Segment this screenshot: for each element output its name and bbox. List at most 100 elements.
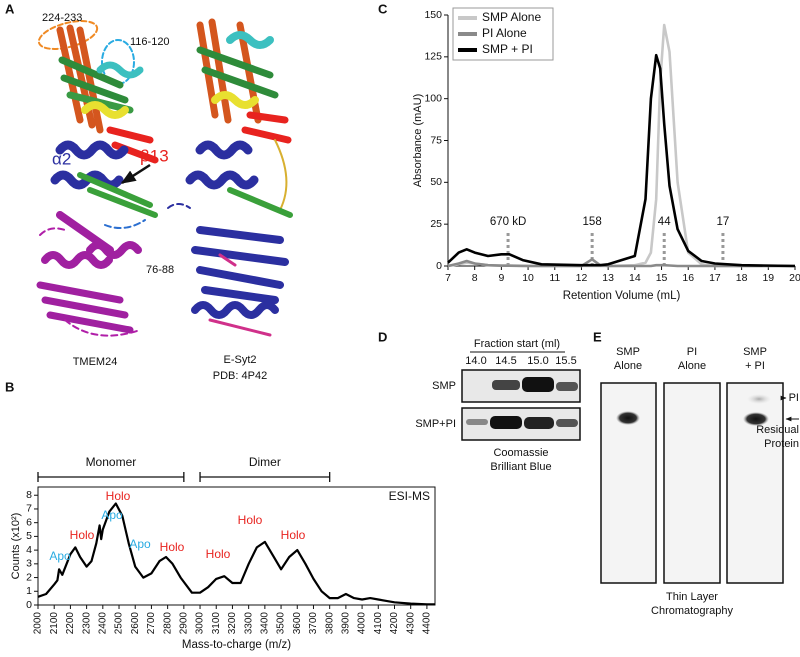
y-tick-label: 25	[430, 218, 442, 230]
gel	[461, 369, 581, 441]
size-marker-label: 670 kD	[490, 216, 526, 228]
loop-label: 76-88	[146, 264, 174, 276]
x-tick-label: 4400	[422, 612, 433, 635]
peak-label: Apo	[101, 508, 123, 522]
panel-label: C	[378, 1, 388, 16]
row-label: SMP	[432, 380, 456, 392]
beta13-arrow	[120, 163, 151, 185]
lane-label: SMP	[616, 346, 640, 358]
column-label: 15.5	[555, 355, 576, 367]
series-line	[447, 23, 795, 268]
x-tick-label: 3100	[211, 612, 222, 635]
x-tick-label: 2800	[162, 612, 173, 635]
x-tick-label: 4300	[405, 612, 416, 635]
annotation: ESI-MS	[389, 489, 430, 503]
x-tick-label: 7	[445, 272, 451, 284]
x-tick-label: 3400	[259, 612, 270, 635]
structure-name: TMEM24	[73, 356, 118, 368]
y-tick-label: 50	[430, 176, 442, 188]
panel-label: A	[5, 1, 15, 16]
chart: 2000 2100 2200 2300 2400 2500 2600 2700 2800 2900…	[10, 455, 436, 651]
lane-label: PI	[687, 346, 697, 358]
x-tick-label: 3200	[227, 612, 238, 635]
lane-label: Alone	[614, 360, 642, 372]
x-tick-label: 2200	[65, 612, 76, 635]
x-tick-label: 14	[629, 272, 641, 284]
series-line	[37, 502, 435, 606]
lane-label: Alone	[678, 360, 706, 372]
y-tick-label: 0	[436, 260, 442, 272]
x-tick-label: 9	[498, 272, 504, 284]
plot-frame	[37, 486, 436, 606]
x-tick-label: 12	[576, 272, 588, 284]
size-marker-label: 44	[658, 216, 671, 228]
y-axis-label: Absorbance (mAU)	[412, 94, 424, 188]
tlc-caption: Thin Layer	[666, 591, 718, 603]
legend-label: PI Alone	[482, 26, 527, 40]
x-tick-label: 2600	[130, 612, 141, 635]
tlc-plate	[600, 382, 784, 584]
spot-label: PI	[789, 392, 799, 404]
helix-label: α2	[52, 149, 71, 168]
x-tick-label: 18	[736, 272, 748, 284]
strand-label: β13	[140, 146, 169, 165]
peak-label: Apo	[49, 549, 71, 563]
x-tick-label: 2300	[81, 612, 92, 635]
legend-label: SMP Alone	[482, 10, 541, 24]
peak-label: Holo	[160, 540, 185, 554]
series-line	[447, 53, 796, 268]
bracket-label: Dimer	[249, 455, 281, 469]
panel-label: D	[378, 329, 387, 344]
y-tick-label: 5	[26, 530, 32, 542]
x-tick-label: 2500	[114, 612, 125, 635]
x-axis-label: Retention Volume (mL)	[563, 290, 681, 302]
panel-label: B	[5, 379, 14, 394]
x-tick-label: 15	[656, 272, 668, 284]
peak-label: Holo	[70, 528, 95, 542]
row-label: SMP+PI	[415, 418, 456, 430]
x-tick-label: 2700	[146, 612, 157, 635]
column-label: 15.0	[527, 355, 548, 367]
peak-label: Holo	[106, 489, 131, 503]
x-tick-label: 4200	[389, 612, 400, 635]
gel-header: Fraction start (ml)	[474, 338, 560, 350]
column-label: 14.5	[495, 355, 516, 367]
x-axis-label: Mass-to-charge (m/z)	[182, 639, 291, 651]
spot-label: Protein	[764, 438, 799, 450]
y-tick-label: 150	[424, 9, 442, 21]
legend-label: SMP + PI	[482, 42, 533, 56]
panel-label: E	[593, 329, 602, 344]
structure-tmem24	[36, 20, 159, 337]
y-tick-label: 100	[424, 92, 442, 104]
x-tick-label: 3000	[195, 612, 206, 635]
y-tick-label: 7	[26, 503, 32, 515]
x-tick-label: 13	[602, 272, 614, 284]
chart: 7 8 9 10 11 12 13 14 15 16 17 18 19 20 0 25 50 75 100 125 15…	[412, 7, 800, 302]
peak-label: Apo	[129, 537, 151, 551]
x-tick-label: 8	[472, 272, 478, 284]
column-label: 14.0	[465, 355, 486, 367]
y-tick-label: 75	[430, 134, 442, 146]
x-tick-label: 3700	[308, 612, 319, 635]
x-tick-label: 16	[682, 272, 694, 284]
gel-caption: Brilliant Blue	[490, 461, 551, 473]
loop-label: 116-120	[130, 36, 170, 48]
y-tick-label: 0	[26, 599, 32, 611]
x-tick-label: 19	[762, 272, 774, 284]
peak-label: Holo	[238, 513, 263, 527]
x-tick-label: 3900	[341, 612, 352, 635]
x-tick-label: 2900	[178, 612, 189, 635]
y-tick-label: 6	[26, 516, 32, 528]
loop-label: 224-233	[42, 12, 82, 24]
x-tick-label: 2000	[33, 612, 44, 635]
x-tick-label: 11	[549, 272, 560, 284]
pdb-id: PDB: 4P42	[213, 370, 267, 382]
x-tick-label: 20	[789, 272, 800, 284]
peak-label: Holo	[206, 547, 231, 561]
x-tick-label: 3600	[292, 612, 303, 635]
lane-label: + PI	[745, 360, 765, 372]
tlc-caption: Chromatography	[651, 605, 733, 617]
peak-label: Holo	[281, 528, 306, 542]
size-marker-label: 158	[583, 216, 602, 228]
